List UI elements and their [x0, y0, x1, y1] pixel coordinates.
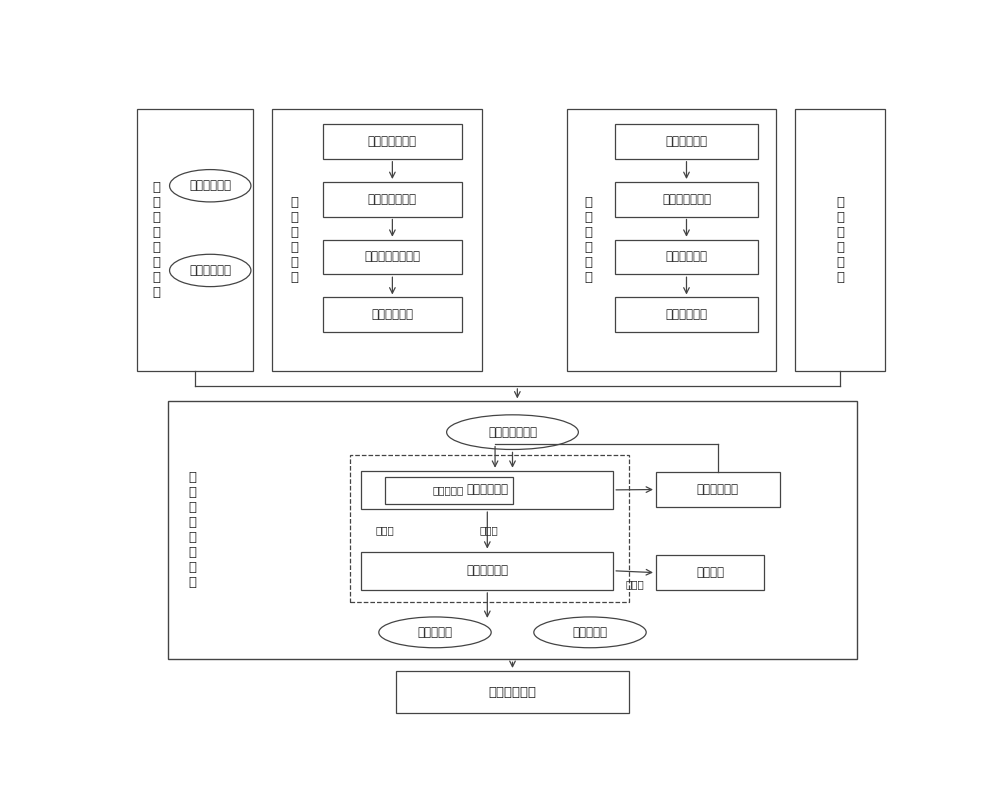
Text: 角距测量值: 角距测量值 — [572, 626, 608, 639]
Text: 星
间
测
角
单
元: 星 间 测 角 单 元 — [584, 196, 592, 284]
Text: 轨
道
摄
动
模
型
单
元: 轨 道 摄 动 模 型 单 元 — [152, 181, 160, 299]
FancyBboxPatch shape — [385, 477, 512, 504]
FancyBboxPatch shape — [615, 182, 758, 216]
Ellipse shape — [379, 617, 491, 648]
FancyBboxPatch shape — [323, 297, 462, 332]
Text: 时间更新模块: 时间更新模块 — [466, 484, 508, 497]
Text: 轨道积分器: 轨道积分器 — [433, 485, 464, 495]
Text: 地球辐射摄动: 地球辐射摄动 — [189, 264, 231, 277]
Text: 量
子
测
距
单
元: 量 子 测 距 单 元 — [290, 196, 298, 284]
Text: 光子符合计数模块: 光子符合计数模块 — [364, 250, 420, 263]
Text: 滤波值: 滤波值 — [625, 580, 644, 590]
FancyBboxPatch shape — [168, 401, 857, 659]
Text: 数据模拟单元: 数据模拟单元 — [665, 135, 707, 148]
FancyBboxPatch shape — [615, 297, 758, 332]
Text: 数据匹配单元: 数据匹配单元 — [665, 250, 707, 263]
Text: 定轨结果: 定轨结果 — [696, 566, 724, 579]
Text: 滤波器: 滤波器 — [375, 526, 394, 535]
Text: 距离测算模块: 距离测算模块 — [371, 309, 413, 322]
FancyBboxPatch shape — [396, 671, 629, 713]
Text: 量测更新模块: 量测更新模块 — [466, 565, 508, 578]
FancyBboxPatch shape — [323, 240, 462, 275]
FancyBboxPatch shape — [615, 124, 758, 159]
FancyBboxPatch shape — [137, 109, 253, 370]
FancyBboxPatch shape — [323, 182, 462, 216]
Text: 轨
道
估
计
模
型
单
元: 轨 道 估 计 模 型 单 元 — [188, 471, 196, 590]
FancyBboxPatch shape — [361, 552, 613, 590]
Text: 初始轨道根数: 初始轨道根数 — [697, 483, 739, 496]
Text: 星间测距值: 星间测距值 — [418, 626, 452, 639]
FancyBboxPatch shape — [272, 109, 482, 370]
Ellipse shape — [170, 169, 251, 202]
Ellipse shape — [170, 254, 251, 287]
FancyBboxPatch shape — [350, 455, 629, 602]
FancyBboxPatch shape — [656, 472, 780, 507]
Text: 数值仿真单元: 数值仿真单元 — [488, 685, 536, 698]
FancyBboxPatch shape — [656, 556, 764, 590]
Ellipse shape — [447, 415, 578, 450]
Text: 卫星动力学模型: 卫星动力学模型 — [488, 425, 537, 439]
Text: 双光子接收模块: 双光子接收模块 — [368, 193, 417, 206]
Text: 预报值: 预报值 — [480, 526, 499, 535]
FancyBboxPatch shape — [795, 109, 885, 370]
FancyBboxPatch shape — [361, 471, 613, 509]
FancyBboxPatch shape — [567, 109, 776, 370]
Ellipse shape — [534, 617, 646, 648]
Text: 太阳光压摄动: 太阳光压摄动 — [189, 179, 231, 192]
Text: 轨
道
测
高
单
元: 轨 道 测 高 单 元 — [836, 196, 844, 284]
Text: 角距生成单元: 角距生成单元 — [665, 309, 707, 322]
Text: 双光子发射模块: 双光子发射模块 — [368, 135, 417, 148]
FancyBboxPatch shape — [615, 240, 758, 275]
FancyBboxPatch shape — [323, 124, 462, 159]
Text: 敏感器图像单元: 敏感器图像单元 — [662, 193, 711, 206]
